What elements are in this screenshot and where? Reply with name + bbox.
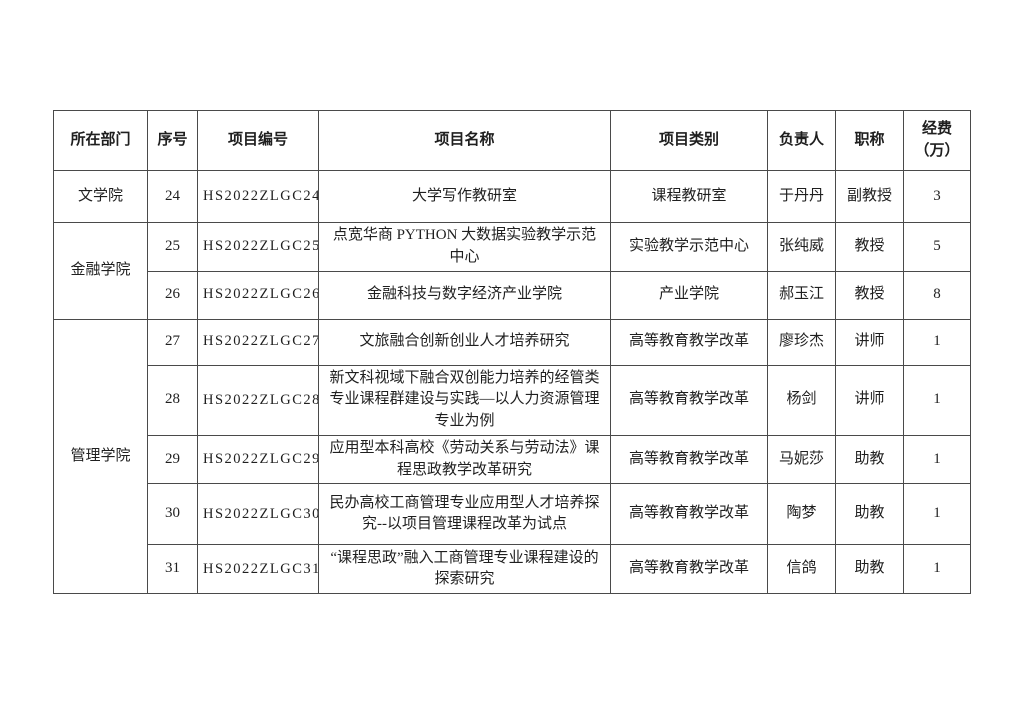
cell-funding: 8: [903, 270, 971, 320]
cell-code: HS2022ZLGC29: [197, 434, 319, 485]
cell-no: 25: [147, 222, 198, 272]
cell-department: 金融学院: [53, 222, 148, 320]
cell-category: 课程教研室: [610, 170, 768, 223]
table-row: 30 HS2022ZLGC30 民办高校工商管理专业应用型人才培养探究--以项目…: [54, 483, 971, 546]
cell-category: 高等教育教学改革: [610, 483, 768, 546]
cell-code: HS2022ZLGC24: [197, 170, 319, 223]
cell-name: 文旅融合创新创业人才培养研究: [318, 318, 611, 366]
header-name: 项目名称: [318, 110, 611, 171]
cell-no: 28: [147, 364, 198, 436]
table-header-row: 所在部门 序号 项目编号 项目名称 项目类别 负责人 职称 经费 （万）: [53, 110, 971, 171]
header-category: 项目类别: [610, 110, 768, 171]
cell-no: 30: [147, 483, 198, 546]
table-row: 26 HS2022ZLGC26 金融科技与数字经济产业学院 产业学院 郝玉江 教…: [54, 270, 971, 320]
cell-name: 大学写作教研室: [318, 170, 611, 223]
cell-leader: 马妮莎: [767, 434, 836, 485]
cell-leader: 杨剑: [767, 364, 836, 436]
cell-no: 24: [147, 170, 198, 223]
cell-category: 实验教学示范中心: [610, 222, 768, 272]
cell-leader: 廖珍杰: [767, 318, 836, 366]
cell-name: 应用型本科高校《劳动关系与劳动法》课程思政教学改革研究: [318, 434, 611, 485]
cell-title: 助教: [835, 434, 904, 485]
cell-name: 金融科技与数字经济产业学院: [318, 270, 611, 320]
cell-leader: 信鸽: [767, 544, 836, 595]
cell-no: 27: [147, 318, 198, 366]
cell-category: 高等教育教学改革: [610, 364, 768, 436]
cell-title: 副教授: [835, 170, 904, 223]
cell-code: HS2022ZLGC25: [197, 222, 319, 272]
project-approval-table: 所在部门 序号 项目编号 项目名称 项目类别 负责人 职称 经费 （万） 文学院…: [53, 110, 971, 595]
cell-title: 讲师: [835, 364, 904, 436]
cell-department: 管理学院: [53, 318, 148, 595]
cell-category: 高等教育教学改革: [610, 544, 768, 595]
cell-leader: 郝玉江: [767, 270, 836, 320]
table-row: 28 HS2022ZLGC28 新文科视域下融合双创能力培养的经管类专业课程群建…: [54, 364, 971, 436]
cell-no: 29: [147, 434, 198, 485]
header-funding-line1: 经费: [921, 120, 952, 137]
table-row: 31 HS2022ZLGC31 “课程思政”融入工商管理专业课程建设的探索研究 …: [54, 544, 971, 595]
table-row: 管理学院 27 HS2022ZLGC27 文旅融合创新创业人才培养研究 高等教育…: [53, 318, 971, 595]
cell-funding: 1: [903, 434, 971, 485]
cell-category: 产业学院: [610, 270, 768, 320]
table-row: 文学院 24 HS2022ZLGC24 大学写作教研室 课程教研室 于丹丹 副教…: [53, 170, 971, 223]
cell-title: 教授: [835, 222, 904, 272]
cell-funding: 5: [903, 222, 971, 272]
header-leader: 负责人: [767, 110, 836, 171]
cell-no: 31: [147, 544, 198, 595]
header-title: 职称: [835, 110, 904, 171]
cell-code: HS2022ZLGC26: [197, 270, 319, 320]
cell-no: 26: [147, 270, 198, 320]
cell-name: 新文科视域下融合双创能力培养的经管类专业课程群建设与实践—以人力资源管理专业为例: [318, 364, 611, 436]
cell-funding: 3: [903, 170, 971, 223]
cell-code: HS2022ZLGC30: [197, 483, 319, 546]
cell-funding: 1: [903, 364, 971, 436]
cell-code: HS2022ZLGC31: [197, 544, 319, 595]
table-row: 金融学院 25 HS2022ZLGC25 点宽华商 PYTHON 大数据实验教学…: [53, 222, 971, 320]
cell-category: 高等教育教学改革: [610, 318, 768, 366]
cell-leader: 张纯威: [767, 222, 836, 272]
cell-funding: 1: [903, 544, 971, 595]
cell-funding: 1: [903, 483, 971, 546]
cell-leader: 于丹丹: [767, 170, 836, 223]
cell-title: 助教: [835, 544, 904, 595]
header-funding: 经费 （万）: [903, 110, 971, 171]
cell-title: 讲师: [835, 318, 904, 366]
cell-name: 点宽华商 PYTHON 大数据实验教学示范中心: [318, 222, 611, 272]
header-department: 所在部门: [53, 110, 148, 171]
cell-code: HS2022ZLGC28: [197, 364, 319, 436]
table-row: 29 HS2022ZLGC29 应用型本科高校《劳动关系与劳动法》课程思政教学改…: [54, 434, 971, 485]
cell-leader: 陶梦: [767, 483, 836, 546]
cell-funding: 1: [903, 318, 971, 366]
cell-name: “课程思政”融入工商管理专业课程建设的探索研究: [318, 544, 611, 595]
header-no: 序号: [147, 110, 198, 171]
cell-code: HS2022ZLGC27: [197, 318, 319, 366]
cell-department: 文学院: [53, 170, 148, 223]
cell-title: 教授: [835, 270, 904, 320]
header-code: 项目编号: [197, 110, 319, 171]
header-funding-line2: （万）: [914, 142, 960, 159]
cell-category: 高等教育教学改革: [610, 434, 768, 485]
cell-name: 民办高校工商管理专业应用型人才培养探究--以项目管理课程改革为试点: [318, 483, 611, 546]
cell-title: 助教: [835, 483, 904, 546]
